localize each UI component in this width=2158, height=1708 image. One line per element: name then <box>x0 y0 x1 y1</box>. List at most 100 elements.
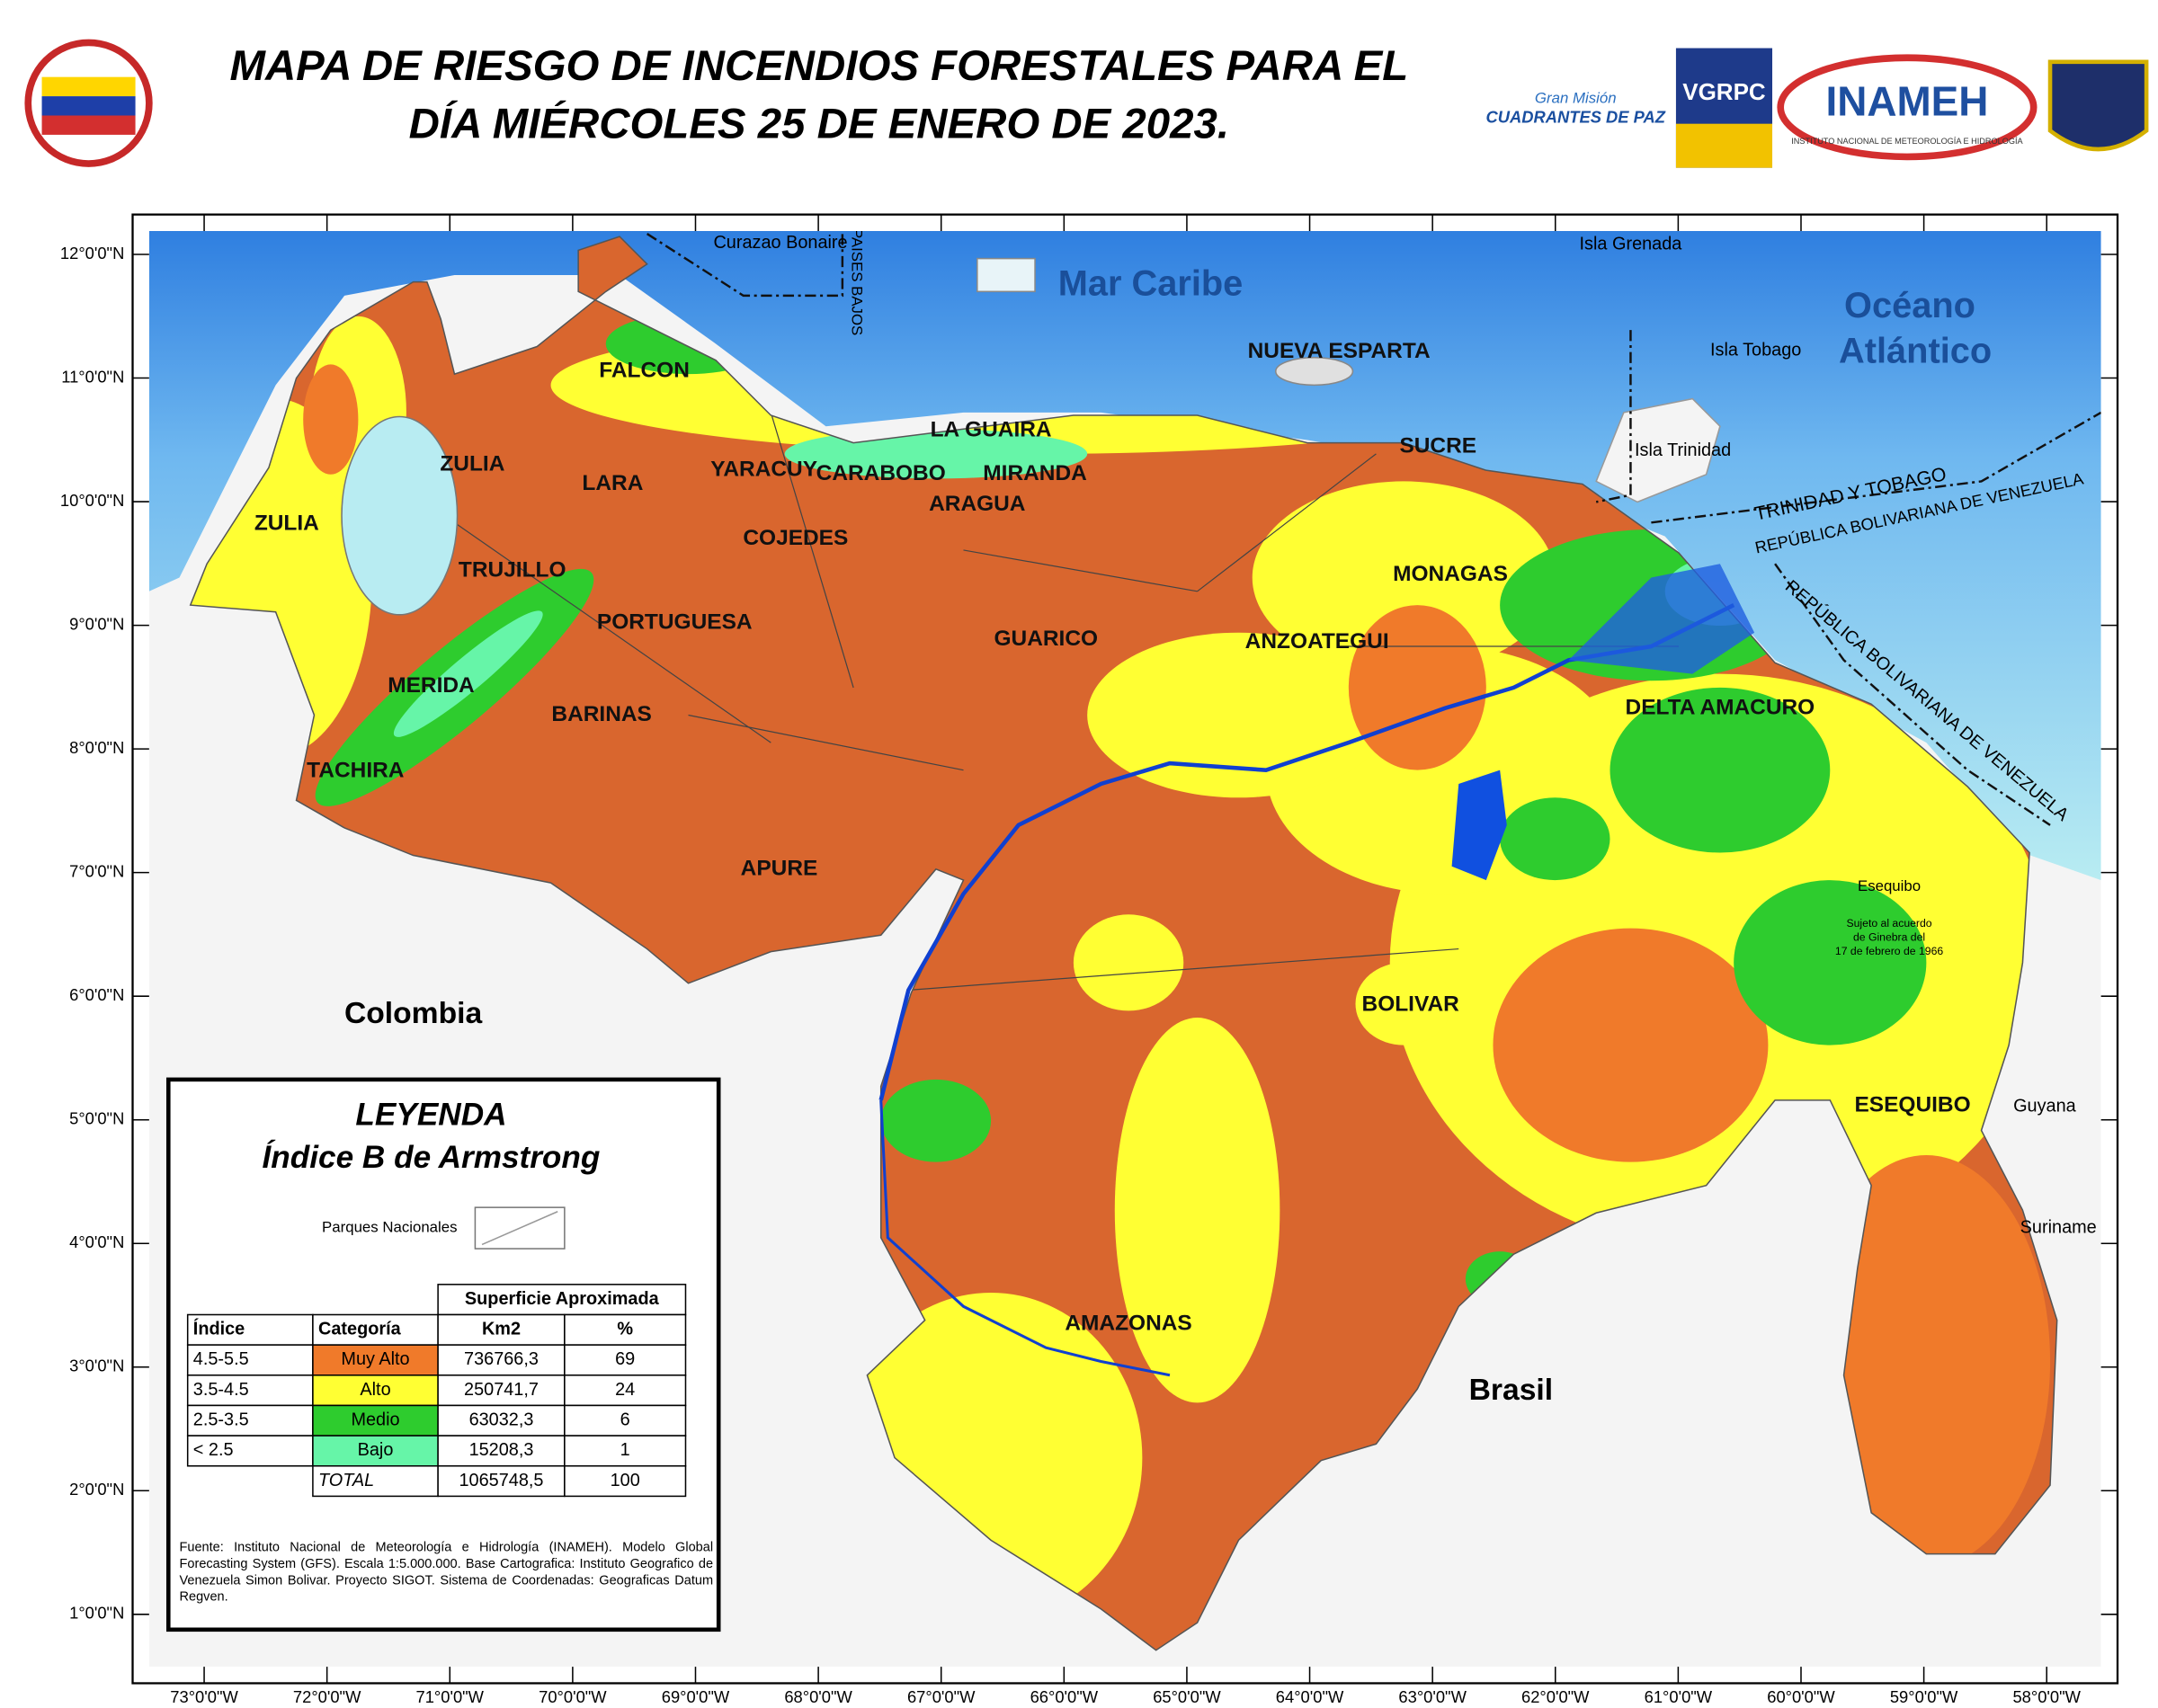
state-label: FALCON <box>599 359 690 383</box>
state-label: LARA <box>582 471 643 495</box>
flag-stripe <box>41 76 136 97</box>
risk-zone <box>303 364 359 475</box>
logo-text: Gran Misión <box>1535 90 1617 107</box>
risk-zone <box>1087 632 1390 798</box>
logo-text: INAMEH <box>1825 77 1988 124</box>
state-label: CARABOBO <box>816 461 946 485</box>
state-label: COJEDES <box>743 526 848 550</box>
lat-label: 1°0'0"N <box>69 1604 124 1623</box>
lon-label: 59°0'0"W <box>1890 1687 1958 1706</box>
table-cell <box>564 1404 687 1437</box>
table-text: Categoría <box>318 1320 402 1339</box>
state-border <box>688 714 964 771</box>
table-text: Superficie Aproximada <box>465 1289 660 1309</box>
table-cell <box>312 1313 439 1346</box>
state-border <box>963 549 1198 592</box>
orinoco-delta <box>1568 564 1755 674</box>
state-label: LA GUAIRA <box>931 417 1052 441</box>
table-text: 6 <box>620 1410 630 1430</box>
lon-label: 60°0'0"W <box>1767 1687 1835 1706</box>
title: MAPA DE RIESGO DE INCENDIOS FORESTALES P… <box>229 42 1408 90</box>
river <box>879 1099 1171 1377</box>
state-border <box>908 947 1459 992</box>
table-text: 4.5-5.5 <box>193 1349 249 1369</box>
risk-zone <box>1500 797 1610 881</box>
state-label: AMAZONAS <box>1065 1312 1191 1336</box>
risk-zone <box>1802 1155 2051 1568</box>
legend-subtitle: Índice B de Armstrong <box>263 1140 601 1175</box>
place-label: Isla Trinidad <box>1635 440 1731 460</box>
logo-text: CUADRANTES DE PAZ <box>1486 107 1666 126</box>
risk-zone <box>1610 687 1831 853</box>
lon-label: 67°0'0"W <box>907 1687 976 1706</box>
lon-label: 64°0'0"W <box>1276 1687 1344 1706</box>
sea <box>148 231 2101 881</box>
place-label: Isla Tobago <box>1710 340 1801 360</box>
lon-label: 61°0'0"W <box>1645 1687 1713 1706</box>
legend-table: Superficie Aproximada Índice Categoría Km2%… <box>186 1284 687 1498</box>
place-label: Curazao Bonaire <box>713 233 847 253</box>
risk-zone <box>1252 481 1556 674</box>
lat-label: 6°0'0"N <box>69 985 124 1004</box>
state-border <box>1197 453 1377 592</box>
table-cell <box>564 1344 687 1376</box>
table-cell <box>437 1404 566 1437</box>
state-label: DELTA AMACURO <box>1626 695 1815 719</box>
header: MAPA DE RIESGO DE INCENDIOS FORESTALES P… <box>24 39 2149 168</box>
state-label: BARINAS <box>551 702 651 726</box>
lat-label: 9°0'0"N <box>69 614 124 633</box>
risk-zone <box>393 610 543 737</box>
state-label: MIRANDA <box>983 461 1087 485</box>
national-park <box>976 257 1036 293</box>
lat-label: 7°0'0"N <box>69 861 124 880</box>
table-cell <box>437 1313 566 1346</box>
sea-label: Mar Caribe <box>1058 264 1244 304</box>
risk-zone <box>1355 962 1452 1045</box>
table-text: Muy Alto <box>341 1349 409 1369</box>
lat-label: 11°0'0"N <box>61 367 124 386</box>
lon-label: 66°0'0"W <box>1030 1687 1099 1706</box>
lon-label: 63°0'0"W <box>1398 1687 1467 1706</box>
legend-title: LEYENDA <box>355 1097 506 1132</box>
state-border <box>770 412 854 689</box>
country-label: Colombia <box>344 997 483 1030</box>
state-label: ZULIA <box>440 452 504 476</box>
risk-zone <box>1493 928 1769 1162</box>
trinidad <box>1595 397 1721 503</box>
table-cell <box>437 1435 566 1467</box>
sea-label: Atlántico <box>1839 332 1992 371</box>
vgrpc-logo-band <box>1675 123 1773 168</box>
lon-label: 58°0'0"W <box>2012 1687 2081 1706</box>
risk-zone <box>880 1079 992 1162</box>
risk-zone <box>1734 880 1927 1045</box>
table-text: Bajo <box>358 1440 394 1460</box>
table-text: 24 <box>615 1380 635 1400</box>
state-label: APURE <box>741 856 818 880</box>
state-label: MERIDA <box>388 673 475 698</box>
flag-stripe <box>41 115 136 135</box>
table-cell <box>437 1464 566 1498</box>
lat-label: 4°0'0"N <box>69 1232 124 1251</box>
lat-label: 3°0'0"N <box>69 1357 124 1375</box>
place-label: Guyana <box>2013 1097 2077 1116</box>
table-cell <box>437 1284 687 1316</box>
flag-stripe <box>41 96 136 116</box>
country-label: Brasil <box>1469 1374 1554 1407</box>
table-cell <box>312 1374 439 1407</box>
state-border <box>454 521 771 743</box>
lon-label: 65°0'0"W <box>1153 1687 1221 1706</box>
state-label: GUARICO <box>994 627 1099 651</box>
state-label: BOLIVAR <box>1362 992 1460 1017</box>
table-text: < 2.5 <box>193 1440 234 1460</box>
table-text: 1065748,5 <box>459 1471 544 1490</box>
sea-label: Océano <box>1844 286 1975 325</box>
table-cell <box>312 1435 439 1467</box>
risk-zone <box>1073 914 1184 1011</box>
table-text: Alto <box>360 1380 390 1400</box>
source-text: Fuente: Instituto Nacional de Meteorolog… <box>179 1540 714 1606</box>
table-text: Índice <box>193 1319 245 1339</box>
table-text: Km2 <box>482 1320 521 1339</box>
table-cell <box>564 1313 687 1346</box>
